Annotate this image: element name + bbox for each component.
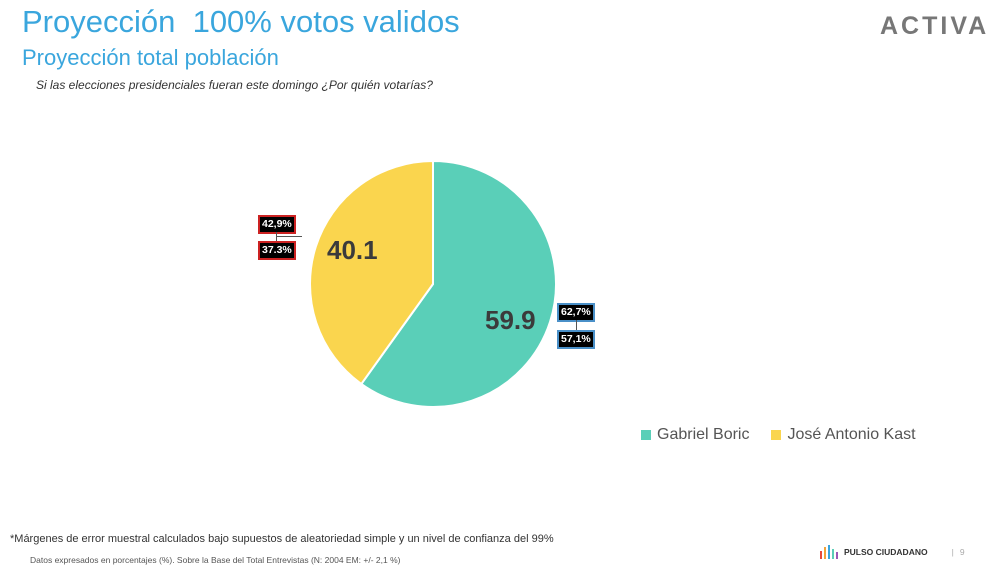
chart-legend: Gabriel Boric José Antonio Kast bbox=[641, 426, 916, 444]
brand-logo: ACTIVA bbox=[880, 12, 990, 40]
legend-swatch-kast bbox=[771, 430, 782, 440]
legend-label-kast: José Antonio Kast bbox=[787, 426, 916, 443]
page-separator: | bbox=[951, 547, 954, 557]
legend-label-boric: Gabriel Boric bbox=[657, 426, 750, 443]
slice-label-kast: 40.1 bbox=[327, 235, 378, 265]
slice-label-boric: 59.9 bbox=[485, 305, 536, 335]
legend-item-kast: José Antonio Kast bbox=[771, 426, 916, 444]
page-title: Proyección 100% votos validos bbox=[22, 4, 460, 39]
legend-item-boric: Gabriel Boric bbox=[641, 426, 749, 444]
bars-icon bbox=[820, 545, 838, 559]
error-connector-kast-h bbox=[276, 236, 302, 237]
error-low-kast: 37.3% bbox=[258, 241, 296, 260]
pie-slice-kast bbox=[309, 159, 434, 386]
error-high-boric: 62,7% bbox=[557, 303, 595, 322]
legend-swatch-boric bbox=[641, 430, 651, 440]
pulso-ciudadano-logo: PULSO CIUDADANO | 9 bbox=[820, 545, 965, 559]
error-low-boric: 57,1% bbox=[557, 330, 595, 349]
page-subtitle: Proyección total población bbox=[22, 45, 279, 70]
page-number: 9 bbox=[959, 547, 965, 557]
error-high-kast: 42,9% bbox=[258, 215, 296, 234]
pie-slice-boric bbox=[359, 159, 557, 408]
footnote-base: Datos expresados en porcentajes (%). Sob… bbox=[30, 555, 401, 565]
error-connector-boric bbox=[576, 320, 577, 330]
survey-question: Si las elecciones presidenciales fueran … bbox=[36, 78, 433, 92]
pulso-label: PULSO CIUDADANO bbox=[844, 547, 928, 557]
footnote-margin: *Márgenes de error muestral calculados b… bbox=[10, 533, 554, 545]
pie-chart bbox=[309, 159, 557, 408]
